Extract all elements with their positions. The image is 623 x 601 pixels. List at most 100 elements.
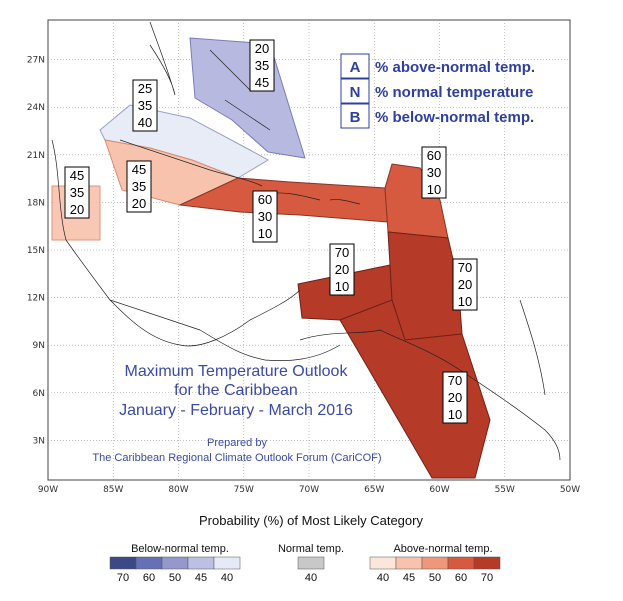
lat-tick-label: 15N	[27, 246, 45, 256]
lon-tick-label: 80W	[168, 485, 188, 495]
key-text-normal: % normal temperature	[375, 84, 533, 101]
prob-normal: 30	[258, 209, 272, 224]
legend-swatch	[135, 556, 163, 570]
coastlines	[51, 21, 561, 461]
legend-swatch	[109, 556, 137, 570]
legend-value: 50	[169, 572, 181, 584]
legend-value: 70	[117, 572, 129, 584]
prob-below: 40	[138, 115, 152, 130]
lon-tick-label: 50W	[560, 485, 580, 495]
prob-box-guianas: 70 20 10	[442, 371, 468, 424]
legend-above-label: Above-normal temp.	[393, 543, 492, 555]
lat-tick-label: 6N	[33, 389, 45, 399]
title-line-2: for the Caribbean	[174, 382, 298, 399]
lat-tick-label: 24N	[27, 103, 45, 113]
lon-tick-label: 55W	[495, 485, 515, 495]
prob-normal: 30	[427, 165, 441, 180]
lon-tick-label: 90W	[38, 485, 58, 495]
prob-above: 70	[448, 373, 462, 388]
lon-tick-label: 75W	[234, 485, 254, 495]
prob-box-belize: 45 35 20	[64, 166, 90, 219]
prob-above: 20	[255, 41, 269, 56]
lat-tick-label: 12N	[27, 294, 45, 304]
prob-box-greater-antilles: 60 30 10	[252, 190, 278, 243]
prob-normal: 20	[458, 277, 472, 292]
prob-below: 20	[132, 196, 146, 211]
prob-normal: 35	[255, 58, 269, 73]
lat-tick-label: 18N	[27, 198, 45, 208]
prob-below: 10	[458, 294, 472, 309]
prob-above: 70	[458, 260, 472, 275]
lat-tick-label: 27N	[27, 56, 45, 66]
lat-tick-label: 21N	[27, 151, 45, 161]
lon-tick-label: 60W	[429, 485, 449, 495]
prob-box-caribbean-south: 70 20 10	[329, 243, 355, 296]
key: A % above-normal temp. N % normal temper…	[340, 53, 535, 129]
legend-swatch	[395, 556, 423, 570]
prob-below: 10	[427, 182, 441, 197]
legend-swatch	[369, 556, 397, 570]
prob-above: 60	[427, 148, 441, 163]
legend-normal-scale: 40	[297, 556, 325, 584]
prob-box-leeward-islands: 60 30 10	[421, 146, 447, 199]
prob-above: 45	[132, 162, 146, 177]
legend-swatch	[161, 556, 189, 570]
legend-value: 40	[305, 572, 317, 584]
prob-box-jamaica-cayman: 45 35 20	[126, 160, 152, 213]
legend-swatch	[187, 556, 215, 570]
legend-value: 60	[455, 572, 467, 584]
legend-value: 45	[403, 572, 415, 584]
prob-below: 10	[448, 407, 462, 422]
legend-title: Probability (%) of Most Likely Category	[199, 513, 423, 528]
prob-normal: 20	[335, 262, 349, 277]
legend-normal-label: Normal temp.	[278, 543, 344, 555]
legend-below-scale: 70 60 50 45 40	[109, 556, 241, 584]
prob-below: 10	[258, 226, 272, 241]
key-text-below: % below-normal temp.	[375, 109, 534, 126]
legend-value: 60	[143, 572, 155, 584]
prob-above: 25	[138, 81, 152, 96]
prob-below: 45	[255, 75, 269, 90]
longitude-labels: 90W 85W 80W 75W 70W 65W 60W 55W 50W	[38, 485, 580, 495]
latitude-labels: 27N 24N 21N 18N 15N 12N 9N 6N 3N	[27, 56, 45, 447]
prob-box-windward-islands: 70 20 10	[452, 258, 478, 311]
prob-above: 60	[258, 192, 272, 207]
legend-swatch	[421, 556, 449, 570]
forecast-regions	[51, 37, 491, 479]
probability-boxes: 20 35 45 25 35 40 45 35 20 45 35 20 60 3…	[64, 39, 478, 424]
legend-swatch	[473, 556, 501, 570]
key-letter-a: A	[350, 59, 361, 76]
title-line-1: Maximum Temperature Outlook	[125, 363, 349, 380]
legend-swatch	[297, 556, 325, 570]
prob-below: 10	[335, 279, 349, 294]
prob-below: 20	[70, 202, 84, 217]
lat-tick-label: 3N	[33, 436, 45, 446]
title-line-3: January - February - March 2016	[119, 402, 353, 419]
prob-normal: 35	[70, 185, 84, 200]
key-letter-b: B	[350, 109, 361, 126]
legend-value: 45	[195, 572, 207, 584]
map-title: Maximum Temperature Outlook for the Cari…	[92, 363, 381, 464]
lon-tick-label: 85W	[103, 485, 123, 495]
prob-above: 70	[335, 245, 349, 260]
prob-box-bahamas: 20 35 45	[249, 39, 275, 92]
legend-value: 40	[221, 572, 233, 584]
prob-box-cuba: 25 35 40	[132, 79, 158, 132]
legend-below-label: Below-normal temp.	[131, 543, 229, 555]
legend-value: 50	[429, 572, 441, 584]
lon-tick-label: 70W	[299, 485, 319, 495]
key-letter-n: N	[350, 84, 361, 101]
legend-value: 40	[377, 572, 389, 584]
credit-line-1: Prepared by	[207, 437, 267, 449]
prob-normal: 20	[448, 390, 462, 405]
legend-swatch	[213, 556, 241, 570]
prob-normal: 35	[132, 179, 146, 194]
prob-above: 45	[70, 168, 84, 183]
region-guianas	[339, 299, 491, 479]
legend-swatch	[447, 556, 475, 570]
credit-line-2: The Caribbean Regional Climate Outlook F…	[92, 452, 381, 464]
legend-above-scale: 40 45 50 60 70	[369, 556, 501, 584]
prob-normal: 35	[138, 98, 152, 113]
key-text-above: % above-normal temp.	[375, 59, 535, 76]
